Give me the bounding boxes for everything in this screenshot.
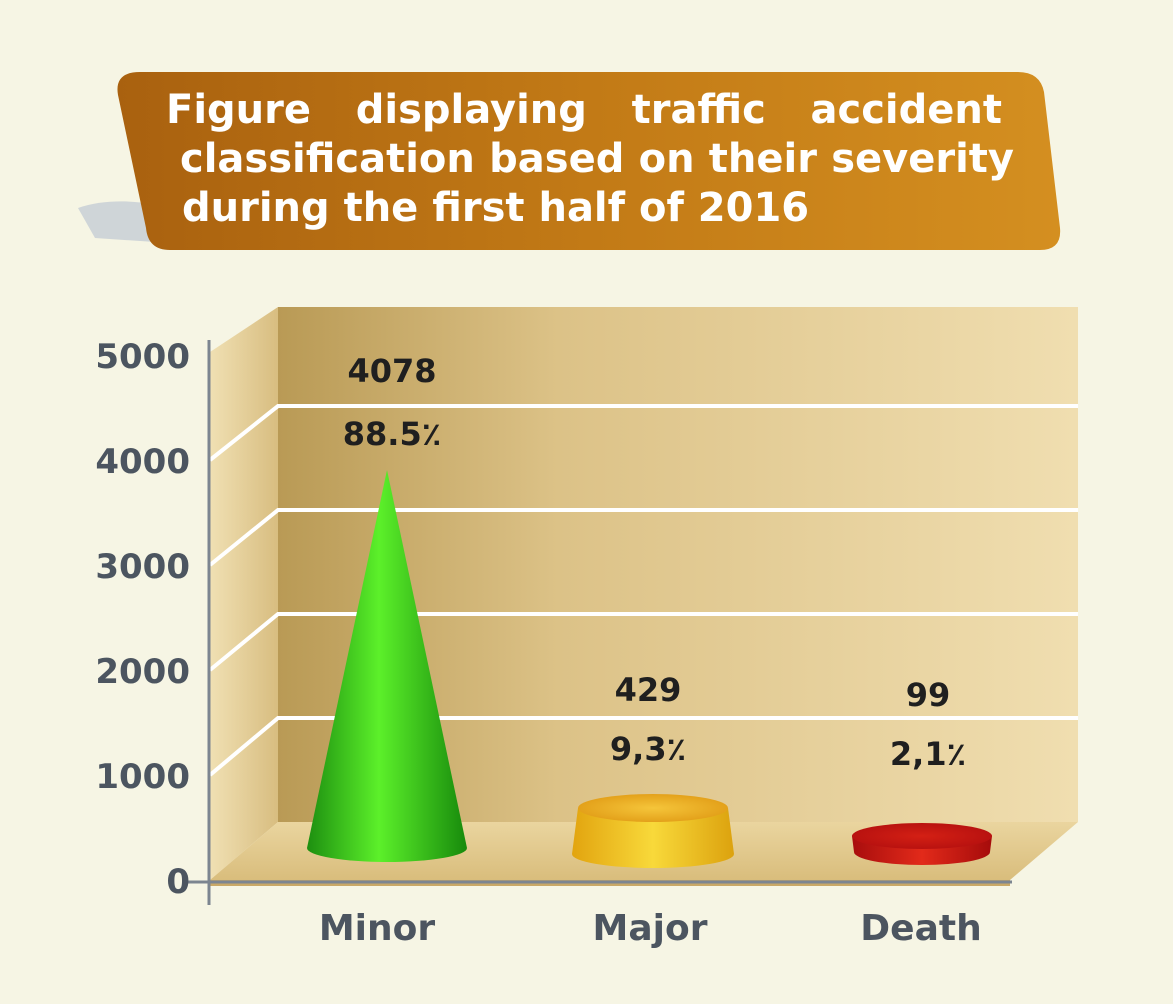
percent-label-minor: 88.5٪ <box>343 415 441 453</box>
y-tick-label: 0 <box>166 862 190 902</box>
chart-side-wall <box>210 307 278 880</box>
category-labels: Minor Major Death <box>319 908 982 949</box>
bar-major-top <box>578 794 728 822</box>
category-label-minor: Minor <box>319 908 436 949</box>
percent-label-major: 9,3٪ <box>610 730 686 768</box>
chart-title-line-3: during the first half of 2016 <box>182 184 809 232</box>
y-tick-label: 3000 <box>95 547 190 587</box>
y-tick-label: 1000 <box>95 757 190 797</box>
category-label-major: Major <box>593 908 708 949</box>
percent-label-death: 2,1٪ <box>890 735 966 773</box>
value-label-death: 99 <box>906 676 951 714</box>
y-tick-label: 4000 <box>95 442 190 482</box>
bar-major-cylinder <box>572 794 734 868</box>
y-tick-labels: 0 1000 2000 3000 4000 5000 <box>95 337 190 902</box>
category-label-death: Death <box>860 908 981 949</box>
value-label-minor: 4078 <box>347 352 436 390</box>
chart-title-line-2: classification based on their severity <box>180 135 1014 183</box>
bar-death-top <box>852 823 992 849</box>
chart-title-line-1: Figure displaying traffic accident <box>166 86 1002 134</box>
bar-death-disc <box>852 823 992 865</box>
y-tick-label: 5000 <box>95 337 190 377</box>
y-tick-label: 2000 <box>95 652 190 692</box>
value-label-major: 429 <box>615 671 682 709</box>
